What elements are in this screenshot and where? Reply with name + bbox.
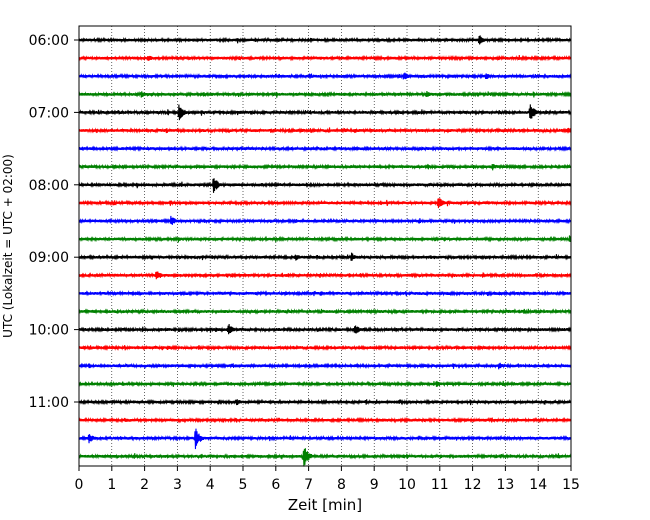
x-tick-label: 6 bbox=[271, 477, 280, 493]
x-tick-label: 7 bbox=[304, 477, 313, 493]
x-tick-label: 10 bbox=[398, 477, 416, 493]
seismic-trace bbox=[78, 215, 572, 225]
seismic-trace bbox=[78, 54, 572, 62]
x-tick-label: 2 bbox=[140, 477, 149, 493]
seismic-trace bbox=[78, 252, 572, 261]
x-tick-label: 0 bbox=[75, 477, 84, 493]
seismic-trace bbox=[78, 178, 572, 193]
seismic-trace bbox=[78, 448, 572, 467]
x-tick-label: 14 bbox=[529, 477, 547, 493]
y-axis: 06:00 07:00 08:00 09:00 10:00 11:00 bbox=[29, 33, 79, 411]
x-tick-label: 8 bbox=[337, 477, 346, 493]
y-axis-label: UTC (Lokalzeit = UTC + 02:00) bbox=[1, 154, 15, 338]
seismic-trace bbox=[78, 72, 572, 80]
seismic-trace bbox=[78, 145, 572, 153]
x-tick-label: 4 bbox=[206, 477, 215, 493]
seismic-trace bbox=[78, 308, 572, 315]
seismic-trace bbox=[78, 290, 572, 297]
x-tick-label: 9 bbox=[370, 477, 379, 493]
y-tick-label: 11:00 bbox=[29, 395, 69, 411]
seismic-trace bbox=[78, 104, 572, 121]
seismic-trace bbox=[78, 35, 572, 45]
y-tick-label: 09:00 bbox=[29, 250, 69, 266]
seismic-trace bbox=[78, 163, 572, 171]
seismic-trace bbox=[78, 90, 572, 98]
x-tick-label: 5 bbox=[239, 477, 248, 493]
x-tick-label: 3 bbox=[173, 477, 182, 493]
seismic-trace bbox=[78, 398, 572, 406]
seismic-trace bbox=[78, 416, 572, 424]
trace-lines bbox=[78, 35, 572, 467]
x-tick-label: 15 bbox=[562, 477, 580, 493]
x-tick-label: 12 bbox=[464, 477, 482, 493]
seismic-trace bbox=[78, 362, 572, 370]
seismic-trace bbox=[78, 198, 572, 209]
x-tick-label: 1 bbox=[107, 477, 116, 493]
y-tick-label: 10:00 bbox=[29, 323, 69, 339]
y-tick-label: 06:00 bbox=[29, 33, 69, 49]
seismic-trace bbox=[78, 428, 572, 450]
x-axis: 0 1 2 3 4 5 6 7 8 9 10 11 12 13 14 15 bbox=[75, 466, 580, 493]
seismic-trace bbox=[78, 380, 572, 388]
grid-lines bbox=[111, 26, 539, 466]
seismic-trace bbox=[78, 235, 572, 243]
seismic-trace bbox=[78, 344, 572, 351]
y-tick-label: 08:00 bbox=[29, 178, 69, 194]
seismic-trace bbox=[78, 323, 572, 335]
x-axis-label: Zeit [min] bbox=[288, 496, 362, 514]
seismic-trace bbox=[78, 127, 572, 134]
y-tick-label: 07:00 bbox=[29, 105, 69, 121]
plot-frame bbox=[78, 25, 572, 467]
seismic-trace bbox=[78, 271, 572, 280]
x-tick-label: 11 bbox=[431, 477, 449, 493]
x-tick-label: 13 bbox=[496, 477, 514, 493]
